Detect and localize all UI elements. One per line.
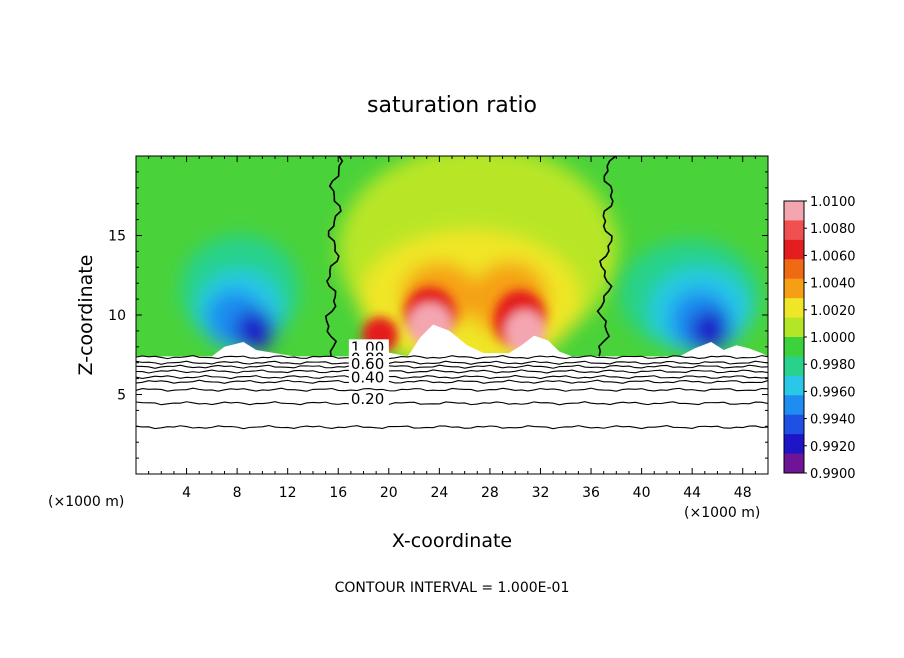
y-tick-label: 15 (108, 229, 126, 245)
colorbar-swatch (784, 453, 804, 474)
contour-label-bg (348, 356, 389, 372)
contour-lines (136, 355, 768, 430)
plot-area (136, 156, 768, 474)
saturation-boundary-right (596, 156, 617, 357)
contour-label: 0.60 (351, 355, 384, 373)
colorbar-level-label: 0.9980 (810, 358, 856, 373)
contour-line (136, 364, 768, 369)
x-axis-label: X-coordinate (392, 530, 512, 552)
colorbar-swatch (784, 239, 804, 260)
colorbar-level-label: 1.0020 (810, 304, 856, 319)
x-unit-left: (×1000 m) (48, 494, 124, 510)
contour-line (136, 369, 768, 374)
contour-line (136, 401, 768, 406)
contour-label-bg (348, 369, 389, 385)
x-tick-label: 20 (380, 485, 398, 501)
x-tick-label: 28 (481, 485, 499, 501)
x-tick-label: 40 (633, 485, 651, 501)
x-tick-label: 44 (683, 485, 701, 501)
colorbar-level-label: 0.9960 (810, 385, 856, 400)
x-tick-label: 36 (582, 485, 600, 501)
x-tick-label: 12 (279, 485, 297, 501)
cloud-base-region (136, 324, 768, 474)
colorbar-level-label: 1.0060 (810, 249, 856, 264)
x-tick-label: 4 (182, 485, 191, 501)
y-tick-label: 10 (108, 308, 126, 324)
colorbar-level-label: 0.9900 (810, 467, 856, 482)
contour-label: 0.20 (351, 390, 384, 408)
colorbar-swatch (784, 414, 804, 435)
contour-line (136, 355, 768, 360)
colorbar-level-label: 1.0100 (810, 195, 856, 210)
contour-line (136, 374, 768, 380)
x-tick-label: 16 (329, 485, 347, 501)
colorbar-swatch (784, 395, 804, 416)
contour-line (136, 424, 768, 430)
contour-label-bg (348, 391, 389, 407)
colorbar-level-label: 1.0080 (810, 222, 856, 237)
colorbar-swatch (784, 298, 804, 319)
contour-line (136, 387, 768, 392)
colorbar-swatch (784, 337, 804, 357)
colorbar-level-label: 1.0040 (810, 277, 856, 292)
contour-line (136, 379, 768, 384)
colorbar-swatch (784, 434, 804, 455)
saturation-boundary-left (324, 156, 344, 357)
colorbar: 1.0100 1.0080 1.0060 1.0040 1.0020 1.0000 0.99… (783, 195, 856, 482)
x-unit-right: (×1000 m) (684, 505, 760, 521)
colorbar-swatch (784, 356, 804, 377)
colorbar-swatch (784, 220, 804, 241)
colorbar-level-label: 1.0000 (810, 331, 856, 346)
x-tick-label: 24 (430, 485, 448, 501)
colorbar-swatch (784, 259, 804, 280)
contour-line (136, 360, 768, 365)
colorbar-level-label: 0.9940 (810, 413, 856, 428)
y-axis-label: Z-coordinate (75, 255, 97, 376)
x-tick-label: 48 (734, 485, 752, 501)
colorbar-level-label: 0.9920 (810, 440, 856, 455)
contour-label: 0.40 (351, 369, 384, 387)
x-tick-label: 32 (532, 485, 550, 501)
colorbar-swatch (784, 375, 804, 396)
colorbar-swatch (784, 317, 804, 338)
contour-interval-text: CONTOUR INTERVAL = 1.000E-01 (335, 580, 570, 596)
x-tick-label: 8 (233, 485, 242, 501)
y-tick-label: 5 (117, 388, 126, 404)
colorbar-swatch (784, 278, 804, 299)
chart-title: saturation ratio (367, 93, 537, 118)
colorbar-swatch (784, 201, 804, 221)
